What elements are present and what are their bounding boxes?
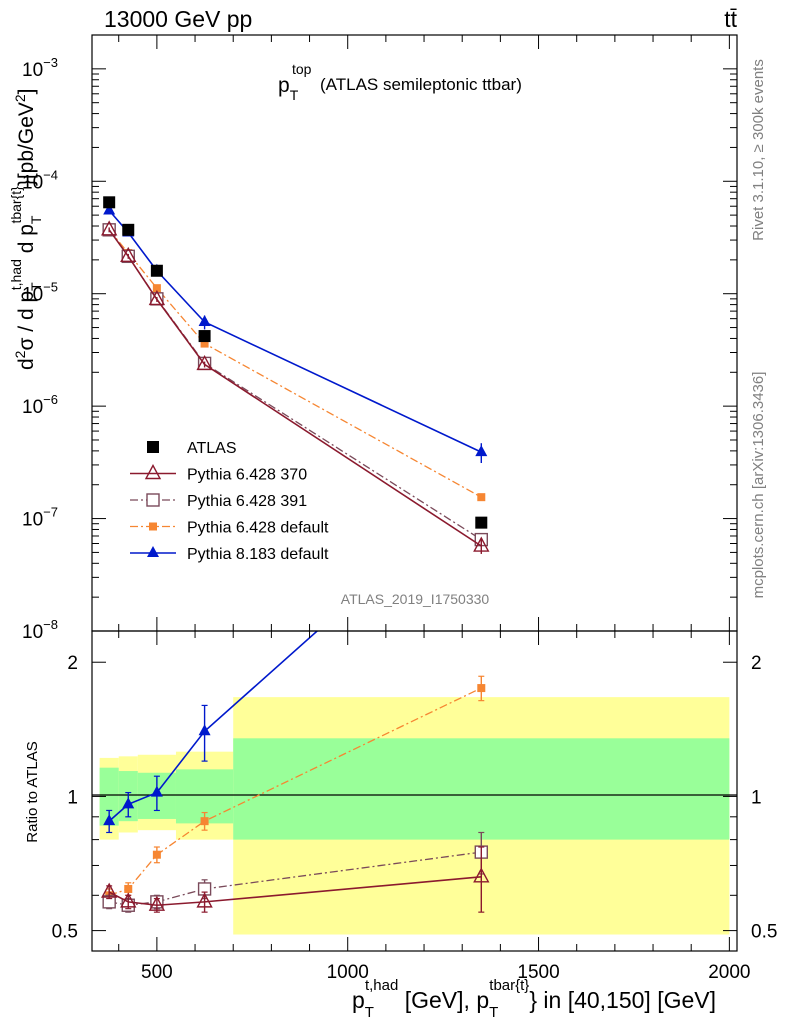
main-ytick-label: 10−4 bbox=[22, 167, 58, 193]
main-point-pdef6 bbox=[152, 284, 161, 293]
ratio-panel: 0.5 0.5 1 1 2 2 500 1000 1500 2000 Ratio to ATLA… bbox=[24, 478, 778, 1021]
ratio-point-p370 bbox=[101, 882, 118, 898]
ratio-xtick-label: 1500 bbox=[517, 962, 559, 983]
ratio-ytick-label: 1 bbox=[67, 787, 78, 808]
main-panel: pT top (ATLAS semileptonic ttbar) d2σ / … bbox=[8, 34, 738, 643]
ratio-point-pdef6 bbox=[152, 850, 161, 859]
ratio-yticks: 0.5 0.5 1 1 2 2 bbox=[52, 653, 778, 942]
ratio-ylabel: Ratio to ATLAS bbox=[24, 741, 41, 842]
main-point-atlas bbox=[150, 264, 163, 277]
plot-title: pT bbox=[278, 74, 299, 103]
main-point-p8 bbox=[103, 203, 116, 215]
main-point-p8 bbox=[198, 315, 211, 327]
energy-label: 13000 GeV pp bbox=[104, 6, 252, 32]
main-line-pdef6 bbox=[108, 229, 482, 498]
rivet-label: Rivet 3.1.10, ≥ 300k events bbox=[750, 59, 767, 241]
process-label: tt̄ bbox=[724, 6, 737, 32]
main-point-p370 bbox=[120, 246, 137, 263]
ratio-point-p370 bbox=[196, 892, 213, 908]
ratio-ytick-label: 0.5 bbox=[52, 922, 78, 943]
main-point-p8 bbox=[475, 445, 488, 457]
main-point-p370 bbox=[473, 536, 490, 552]
ratio-point-p370 bbox=[148, 895, 166, 911]
main-yticks: 10−8 10−7 10−6 10−5 10−4 10−3 bbox=[22, 34, 737, 643]
legend-marker-p8 bbox=[147, 546, 159, 557]
ratio-point-p370 bbox=[120, 892, 137, 908]
ratio-xtick-label: 1000 bbox=[327, 962, 369, 983]
main-point-atlas bbox=[122, 223, 135, 236]
main-xticks bbox=[118, 35, 730, 631]
ratio-point-p8 bbox=[475, 478, 487, 489]
ratio-point-pdef6 bbox=[124, 884, 133, 893]
ratio-point-pdef6 bbox=[477, 684, 486, 693]
main-series bbox=[101, 196, 490, 554]
ratio-xticks: 500 1000 1500 2000 bbox=[118, 631, 751, 983]
plot-title-rest: (ATLAS semileptonic ttbar) bbox=[320, 75, 522, 94]
ratio-xtick-label: 2000 bbox=[708, 962, 750, 983]
main-line-p8 bbox=[108, 209, 482, 453]
main-ytick-label: 10−5 bbox=[22, 280, 58, 306]
main-ytick-label: 10−8 bbox=[22, 617, 58, 643]
legend: ATLAS Pythia 6.428 370 Pythia 6.428 391 Pyt… bbox=[130, 440, 329, 563]
main-point-p370 bbox=[196, 354, 213, 371]
legend-marker-p370 bbox=[144, 464, 162, 480]
main-point-pdef6 bbox=[477, 493, 486, 502]
ratio-point-p8 bbox=[122, 797, 135, 809]
band-inner bbox=[233, 738, 730, 840]
main-ytick-label: 10−7 bbox=[22, 505, 58, 531]
legend-label: Pythia 8.183 default bbox=[187, 546, 329, 563]
main-point-atlas bbox=[198, 330, 211, 343]
plot-title-sup: top bbox=[292, 61, 312, 77]
main-point-atlas bbox=[475, 516, 488, 529]
legend-label: Pythia 6.428 391 bbox=[187, 493, 307, 510]
xlabel: pTt,had [GeV], pTtbar{t}} in [40,150] [G… bbox=[352, 977, 716, 1021]
ratio-point-p8 bbox=[103, 814, 116, 826]
mcplots-label: mcplots.cern.ch [arXiv:1306.3436] bbox=[750, 372, 767, 599]
band-inner bbox=[99, 767, 119, 826]
ratio-ytick-label: 2 bbox=[67, 653, 78, 674]
ratio-frame bbox=[91, 630, 738, 952]
main-point-p370 bbox=[148, 289, 166, 306]
ratio-point-p8 bbox=[198, 724, 211, 736]
ratio-ytick-label-right: 2 bbox=[751, 653, 762, 674]
main-ytick-label: 10−3 bbox=[22, 55, 58, 81]
legend-label: ATLAS bbox=[187, 440, 237, 457]
ratio-series bbox=[101, 478, 490, 913]
ratio-bands bbox=[99, 697, 730, 935]
legend-marker-pdef6 bbox=[149, 522, 157, 531]
ratio-ytick-label-right: 0.5 bbox=[751, 922, 777, 943]
legend-marker-atlas bbox=[147, 441, 159, 453]
ratio-xtick-label: 500 bbox=[141, 962, 173, 983]
main-frame bbox=[91, 34, 738, 632]
main-ytick-label: 10−6 bbox=[22, 392, 58, 418]
main-point-p370 bbox=[101, 220, 118, 236]
main-point-atlas bbox=[103, 196, 116, 209]
watermark: ATLAS_2019_I1750330 bbox=[341, 591, 490, 607]
legend-label: Pythia 6.428 default bbox=[187, 520, 329, 537]
legend-marker-p391 bbox=[146, 493, 160, 507]
legend-label: Pythia 6.428 370 bbox=[187, 467, 307, 484]
main-point-pdef6 bbox=[200, 339, 209, 348]
main-ylabel: d2σ / d pTt,had d pTtbar{t}}[pb/GeV2] bbox=[8, 88, 44, 370]
ratio-ytick-label-right: 1 bbox=[751, 787, 762, 808]
ratio-point-p370 bbox=[473, 867, 490, 883]
ratio-point-p8 bbox=[150, 785, 163, 797]
ratio-point-pdef6 bbox=[200, 817, 209, 826]
